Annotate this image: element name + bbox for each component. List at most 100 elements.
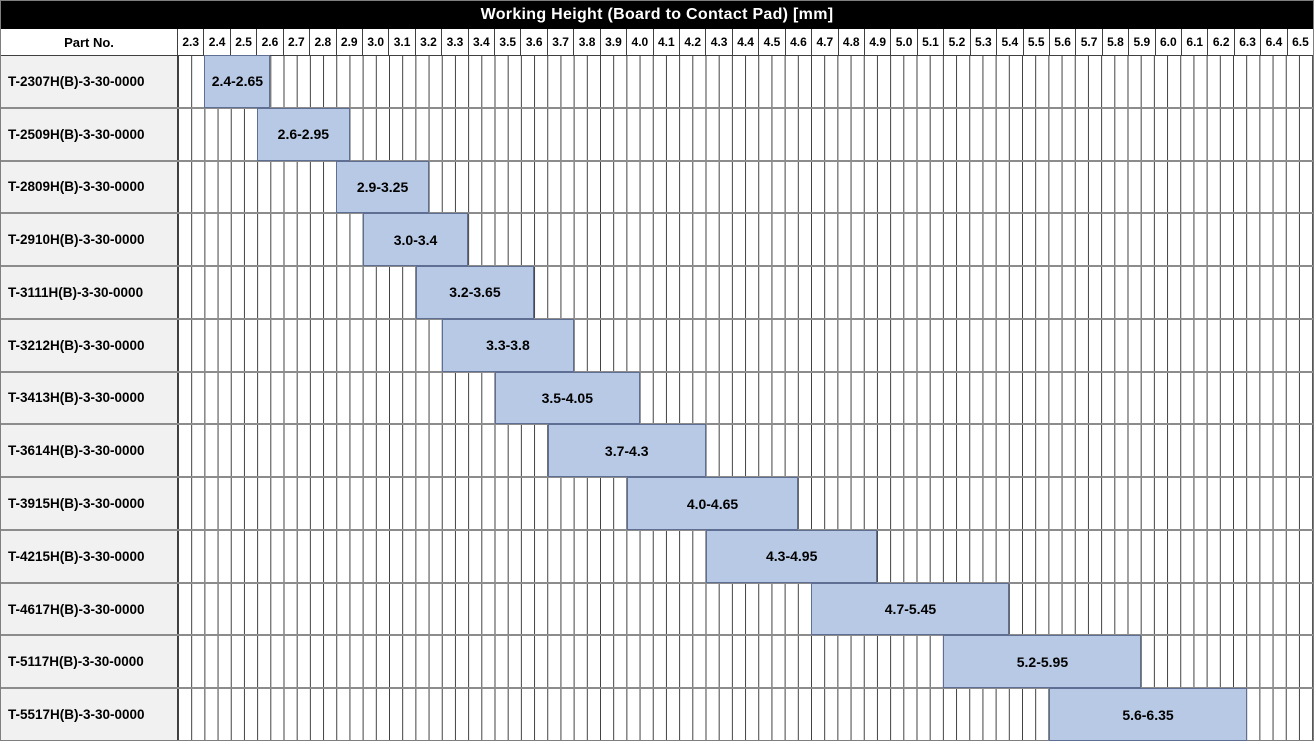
- range-bar: 2.6-2.95: [257, 107, 350, 161]
- range-bar-label: 5.2-5.95: [1016, 653, 1069, 670]
- row-chart-area: 5.2-5.95: [178, 635, 1313, 689]
- range-bar-label: 4.7-5.45: [884, 601, 937, 618]
- axis-tick: 4.2: [679, 29, 705, 55]
- range-bar-label: 4.0-4.65: [686, 495, 739, 512]
- table-row: T-5117H(B)-3-30-0000 5.2-5.95: [1, 634, 1313, 689]
- row-chart-area: 2.6-2.95: [178, 107, 1313, 161]
- axis-tick: 6.5: [1286, 29, 1313, 55]
- table-row: T-2910H(B)-3-30-0000 3.0-3.4: [1, 212, 1313, 267]
- axis-tick: 4.7: [811, 29, 837, 55]
- axis-tick: 5.7: [1075, 29, 1101, 55]
- axis-tick: 3.0: [361, 29, 388, 55]
- axis-tick: 5.9: [1128, 29, 1154, 55]
- axis-tick: 3.3: [441, 29, 467, 55]
- row-chart-area: 3.0-3.4: [178, 213, 1313, 267]
- axis-tick: 3.7: [546, 29, 573, 55]
- range-bar: 3.0-3.4: [362, 213, 469, 267]
- row-chart-area: 3.7-4.3: [178, 424, 1313, 478]
- axis-tick: 6.2: [1207, 29, 1233, 55]
- part-number-cell: T-3413H(B)-3-30-0000: [1, 372, 178, 424]
- axis-tick: 6.0: [1154, 29, 1181, 55]
- part-number-cell: T-5517H(B)-3-30-0000: [1, 689, 178, 740]
- row-chart-area: 2.4-2.65: [178, 55, 1313, 108]
- axis-tick: 5.4: [996, 29, 1022, 55]
- row-chart-area: 4.0-4.65: [178, 477, 1313, 530]
- table-row: T-3413H(B)-3-30-0000 3.5-4.05: [1, 370, 1313, 425]
- axis-tick: 3.9: [599, 29, 626, 55]
- axis-tick: 5.8: [1101, 29, 1128, 55]
- range-bar-label: 3.3-3.8: [486, 337, 530, 354]
- range-bar: 3.2-3.65: [415, 266, 535, 319]
- part-number-cell: T-3212H(B)-3-30-0000: [1, 319, 178, 371]
- axis-tick: 2.4: [203, 29, 229, 55]
- axis-tick: 6.1: [1181, 29, 1207, 55]
- axis-tick: 2.9: [335, 29, 362, 55]
- part-number-cell: T-4215H(B)-3-30-0000: [1, 530, 178, 582]
- range-bar: 3.7-4.3: [547, 424, 706, 478]
- axis-tick: 4.1: [652, 29, 679, 55]
- range-bar-label: 3.7-4.3: [604, 442, 649, 459]
- range-bar: 4.7-5.45: [811, 582, 1010, 636]
- axis-tick: 5.1: [916, 29, 943, 55]
- table-row: T-3915H(B)-3-30-0000 4.0-4.65: [1, 476, 1313, 530]
- axis-tick: 2.6: [256, 29, 282, 55]
- axis-tick: 4.9: [863, 29, 890, 55]
- axis-tick: 5.6: [1048, 29, 1075, 55]
- table-row: T-2509H(B)-3-30-0000 2.6-2.95: [1, 106, 1313, 161]
- range-bar: 2.4-2.65: [204, 55, 271, 108]
- range-bar: 3.3-3.8: [441, 318, 574, 372]
- row-chart-area: 2.9-3.25: [178, 160, 1313, 214]
- row-chart-area: 3.3-3.8: [178, 318, 1313, 372]
- axis-tick: 5.5: [1022, 29, 1049, 55]
- range-bar-label: 3.0-3.4: [393, 231, 438, 248]
- row-chart-area: 4.3-4.95: [178, 529, 1313, 583]
- axis-tick-row: 2.3 2.4 2.5 2.6 2.7 2.8 2.9 3.0 3.1 3.2 3.3 3.4 3.5 3…: [178, 29, 1313, 55]
- range-bar-label: 4.3-4.95: [766, 548, 818, 565]
- part-number-cell: T-4617H(B)-3-30-0000: [1, 583, 178, 635]
- axis-header-row: Part No. 2.3 2.4 2.5 2.6 2.7 2.8 2.9 3.0 3.1 3.2 3…: [1, 29, 1313, 56]
- row-chart-area: 3.5-4.05: [178, 371, 1313, 425]
- axis-tick: 2.7: [282, 29, 309, 55]
- range-bar: 5.6-6.35: [1049, 688, 1247, 741]
- range-bar: 5.2-5.95: [943, 635, 1142, 689]
- range-bar: 4.0-4.65: [626, 477, 799, 530]
- table-row: T-2307H(B)-3-30-0000 2.4-2.65: [1, 55, 1313, 108]
- chart-title: Working Height (Board to Contact Pad) [m…: [1, 1, 1313, 29]
- table-row: T-3212H(B)-3-30-0000 3.3-3.8: [1, 317, 1313, 372]
- axis-tick: 4.6: [784, 29, 811, 55]
- axis-tick: 4.3: [705, 29, 731, 55]
- row-chart-area: 4.7-5.45: [178, 582, 1313, 636]
- range-bar-label: 2.9-3.25: [356, 178, 409, 195]
- range-bar-label: 3.2-3.65: [449, 284, 501, 301]
- axis-tick: 2.3: [182, 35, 200, 49]
- range-bar-label: 3.5-4.05: [541, 389, 593, 406]
- axis-tick: 4.4: [731, 29, 758, 55]
- table-row: T-4215H(B)-3-30-0000 4.3-4.95: [1, 528, 1313, 583]
- range-bar-label: 2.4-2.65: [211, 73, 264, 90]
- row-chart-area: 5.6-6.35: [178, 688, 1313, 741]
- table-row: T-3111H(B)-3-30-0000 3.2-3.65: [1, 265, 1313, 319]
- axis-tick: 3.5: [494, 29, 520, 55]
- chart-body: T-2307H(B)-3-30-0000 2.4-2.65 T-2509H(B)-3…: [1, 55, 1313, 741]
- table-row: T-2809H(B)-3-30-0000 2.9-3.25: [1, 159, 1313, 214]
- axis-tick: 2.5: [229, 29, 256, 55]
- axis-tick: 3.8: [573, 29, 599, 55]
- row-chart-area: 3.2-3.65: [178, 266, 1313, 319]
- axis-tick: 4.5: [758, 29, 784, 55]
- part-number-cell: T-3614H(B)-3-30-0000: [1, 425, 178, 477]
- part-number-column-header: Part No.: [1, 29, 178, 55]
- axis-tick: 5.2: [943, 29, 969, 55]
- axis-tick: 2.8: [309, 29, 335, 55]
- axis-tick: 3.2: [414, 29, 441, 55]
- part-number-cell: T-2809H(B)-3-30-0000: [1, 161, 178, 213]
- axis-tick: 6.3: [1233, 29, 1260, 55]
- part-number-cell: T-2910H(B)-3-30-0000: [1, 214, 178, 266]
- table-row: T-3614H(B)-3-30-0000 3.7-4.3: [1, 423, 1313, 478]
- range-bar: 3.5-4.05: [494, 371, 640, 425]
- axis-tick: 5.0: [890, 29, 916, 55]
- table-row: T-4617H(B)-3-30-0000 4.7-5.45: [1, 581, 1313, 636]
- part-number-cell: T-2509H(B)-3-30-0000: [1, 108, 178, 160]
- table-row: T-5517H(B)-3-30-0000 5.6-6.35: [1, 687, 1313, 741]
- part-number-cell: T-2307H(B)-3-30-0000: [1, 56, 178, 107]
